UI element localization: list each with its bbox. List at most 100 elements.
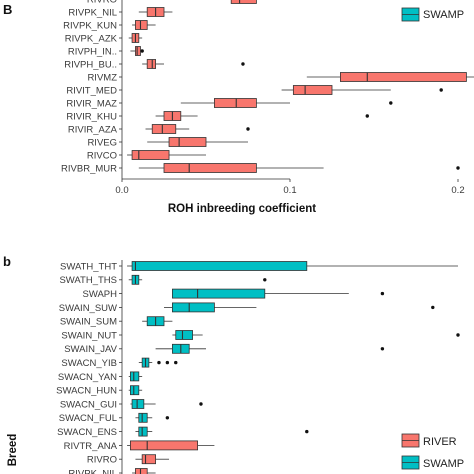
outlier-point xyxy=(389,101,393,105)
legend-swamp-label-b: SWAMP xyxy=(423,458,464,470)
y-tick-label: RIVIR_AZA xyxy=(68,124,118,135)
box-iqr xyxy=(230,0,257,4)
box-river-5: RIVPH_BU.. xyxy=(64,59,245,70)
panel-a-x-axis-title: ROH inbreeding coefficient xyxy=(168,203,316,215)
box-iqr xyxy=(168,137,207,147)
y-tick-label: SWAPH xyxy=(83,289,118,300)
box-iqr xyxy=(135,468,148,474)
box-iqr xyxy=(131,261,308,271)
outlier-point xyxy=(305,429,309,434)
panel-b-boxplot: b SWATH_THT SWATH_THS SWAPH SWAIN_SUW SWAIN_… xyxy=(3,254,464,474)
outlier-point xyxy=(140,49,144,53)
outlier-point xyxy=(165,360,170,365)
y-tick-label: SWACN_FUL xyxy=(59,413,117,424)
box-iqr xyxy=(171,288,266,299)
box-river-7: RIVIT_MED xyxy=(66,85,443,96)
box-iqr xyxy=(129,440,198,451)
y-tick-label: RIVEG xyxy=(87,137,117,148)
outlier-point xyxy=(263,278,267,282)
box-iqr xyxy=(213,98,257,108)
box-swamp-0: SWATH_THT xyxy=(60,261,458,272)
outlier-point xyxy=(241,62,245,66)
y-tick-label: RIVPK_NIL xyxy=(68,468,117,474)
box-river-15: RIVPK_NIL xyxy=(68,468,156,474)
legend-swamp-label: SWAMP xyxy=(423,9,464,21)
box-river-0: RIVRO xyxy=(87,0,257,5)
box-river-12: RIVCO xyxy=(87,150,206,161)
box-river-9: RIVIR_KHU xyxy=(66,111,369,122)
legend-river-label: RIVER xyxy=(423,436,457,448)
box-iqr xyxy=(292,85,333,95)
y-tick-label: RIVPK_NIL xyxy=(68,7,117,18)
box-river-11: RIVEG xyxy=(87,137,248,148)
box-swamp-12: SWACN_ENS xyxy=(57,426,309,438)
y-tick-label: RIVRO xyxy=(87,0,117,5)
box-river-13: RIVTR_ANA xyxy=(64,440,215,452)
box-iqr xyxy=(339,72,467,82)
y-tick-label: RIVPH_BU.. xyxy=(64,59,117,70)
outlier-point xyxy=(199,402,203,406)
x-tick-label: 0.2 xyxy=(451,185,464,196)
panel-b-tag: b xyxy=(3,254,11,269)
box-river-3: RIVPK_AZK xyxy=(65,33,143,44)
box-iqr xyxy=(146,59,156,69)
y-tick-label: RIVMZ xyxy=(87,72,117,83)
box-swamp-9: SWACN_HUN xyxy=(56,385,143,397)
outlier-point xyxy=(165,416,170,420)
y-tick-label: SWACN_YIB xyxy=(61,358,117,369)
panel-b-y-axis-title: Breed xyxy=(7,434,19,467)
outlier-point xyxy=(456,333,460,337)
box-river-4: RIVPH_IN.. xyxy=(68,46,144,57)
outlier-point xyxy=(174,360,178,365)
y-tick-label: SWATH_THS xyxy=(59,275,117,286)
panel-b-legend: RIVER SWAMP xyxy=(401,433,464,470)
y-tick-label: RIVIR_KHU xyxy=(66,111,117,122)
box-iqr xyxy=(135,20,148,30)
y-tick-label: SWAIN_SUW xyxy=(59,303,117,314)
box-swamp-2: SWAPH xyxy=(83,288,385,300)
box-river-1: RIVPK_NIL xyxy=(68,7,173,18)
outlier-point xyxy=(431,305,435,310)
y-tick-label: RIVPH_IN.. xyxy=(68,46,117,57)
y-tick-label: RIVRO xyxy=(87,455,117,466)
y-tick-label: RIVIR_MAZ xyxy=(66,98,117,109)
outlier-point xyxy=(439,88,443,92)
y-tick-label: RIVTR_ANA xyxy=(64,441,118,452)
box-river-8: RIVIR_MAZ xyxy=(66,98,393,109)
box-iqr xyxy=(135,46,141,56)
y-tick-label: RIVIT_MED xyxy=(66,85,117,96)
x-tick-label: 0.0 xyxy=(115,185,128,196)
box-river-14: RIVRO xyxy=(87,454,170,466)
box-river-10: RIVIR_AZA xyxy=(68,124,250,135)
box-swamp-11: SWACN_FUL xyxy=(59,412,170,424)
y-tick-label: RIVPK_AZK xyxy=(65,33,118,44)
box-swamp-3: SWAIN_SUW xyxy=(59,302,435,314)
box-swamp-10: SWACN_GUI xyxy=(60,399,203,410)
box-iqr xyxy=(129,385,140,396)
y-tick-label: RIVCO xyxy=(87,150,117,161)
box-iqr xyxy=(163,163,257,173)
panel-a-y-title: B xyxy=(3,2,12,17)
box-swamp-6: SWAIN_JAV xyxy=(64,343,385,355)
outlier-point xyxy=(380,347,385,351)
x-tick-label: 0.1 xyxy=(283,185,296,196)
y-tick-label: SWACN_HUN xyxy=(56,386,117,397)
y-tick-label: SWATH_THT xyxy=(60,261,117,272)
box-swamp-5: SWAIN_NUT xyxy=(61,330,460,341)
box-river-6: RIVMZ xyxy=(87,72,474,83)
box-iqr xyxy=(129,371,140,382)
y-tick-label: SWAIN_NUT xyxy=(61,330,117,341)
box-river-13: RIVBR_MUR xyxy=(61,163,460,174)
panel-a-legend: SWAMP xyxy=(401,7,464,22)
box-iqr xyxy=(141,454,157,465)
box-swamp-7: SWACN_YIB xyxy=(61,357,178,369)
box-iqr xyxy=(171,302,215,313)
outlier-point xyxy=(246,127,250,131)
outlier-point xyxy=(157,360,161,365)
box-swamp-8: SWACN_YAN xyxy=(58,371,143,383)
y-tick-label: SWAIN_JAV xyxy=(64,344,117,355)
box-iqr xyxy=(175,330,193,340)
y-tick-label: SWAIN_SUM xyxy=(60,317,117,328)
y-tick-label: RIVBR_MUR xyxy=(61,163,117,174)
